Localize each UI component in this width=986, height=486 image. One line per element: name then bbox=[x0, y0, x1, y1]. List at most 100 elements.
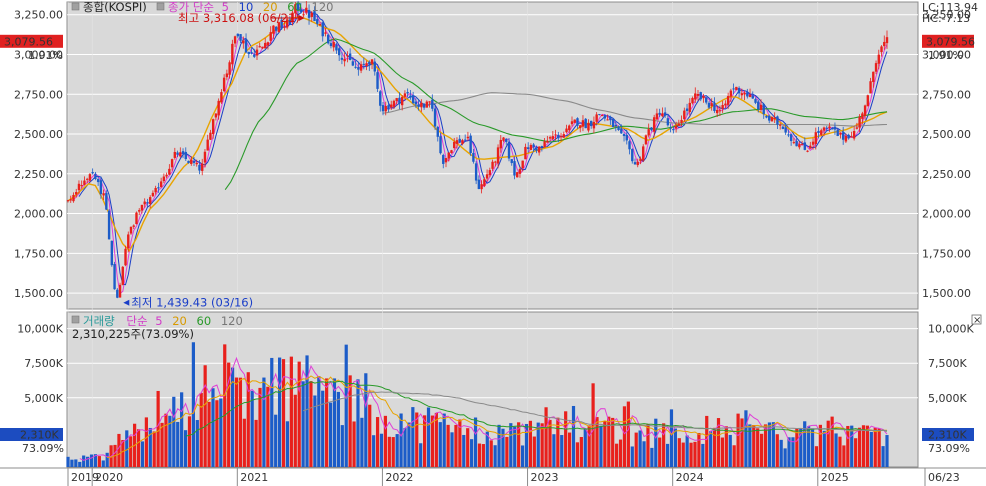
candle-body bbox=[392, 100, 396, 107]
candle-body bbox=[384, 105, 387, 112]
candle-body bbox=[718, 110, 722, 112]
volume-bar bbox=[195, 420, 199, 467]
candle-body bbox=[554, 134, 557, 136]
volume-bar bbox=[705, 415, 709, 467]
candle-body bbox=[546, 140, 549, 143]
candle-body bbox=[466, 136, 470, 139]
candle-body bbox=[190, 159, 193, 164]
candle-body bbox=[310, 12, 313, 17]
candle-body bbox=[828, 126, 831, 129]
volume-bar bbox=[266, 386, 270, 467]
volume-ma-lines bbox=[79, 356, 888, 461]
candle-body bbox=[609, 117, 612, 121]
candle-body bbox=[283, 26, 286, 28]
volume-bar bbox=[854, 438, 858, 467]
candle-body bbox=[606, 119, 609, 121]
volume-bar bbox=[791, 437, 795, 467]
volume-bar bbox=[654, 418, 658, 467]
volume-bar bbox=[728, 434, 732, 467]
volume-bar bbox=[301, 381, 305, 467]
volume-legend-group[interactable]: 거래량 단순 5 20 60 120 bbox=[83, 314, 243, 328]
volume-bar bbox=[830, 416, 834, 467]
legend-square-icon[interactable] bbox=[71, 2, 80, 11]
price-y-tick-right: 2,750.00 bbox=[922, 88, 971, 101]
volume-bar bbox=[630, 446, 634, 467]
candle-body bbox=[576, 118, 579, 126]
volume-bar bbox=[191, 342, 195, 467]
candle-body bbox=[409, 95, 412, 98]
volume-bar bbox=[387, 436, 391, 467]
candles bbox=[66, 0, 889, 299]
candle-body bbox=[403, 93, 407, 97]
volume-bar bbox=[665, 443, 670, 467]
candle-body bbox=[442, 155, 445, 164]
candle-body bbox=[543, 141, 546, 148]
volume-bar bbox=[156, 390, 160, 467]
volume-bar bbox=[183, 430, 188, 467]
candle-body bbox=[688, 102, 691, 112]
candle-body bbox=[652, 117, 656, 132]
volume-bar bbox=[795, 428, 799, 467]
candle-body bbox=[874, 63, 878, 72]
legend-square-icon[interactable] bbox=[71, 315, 80, 324]
candle-body bbox=[285, 19, 289, 28]
candle-body bbox=[162, 176, 166, 182]
candle-body bbox=[642, 146, 645, 161]
volume-bar bbox=[254, 419, 258, 467]
volume-bar bbox=[803, 421, 807, 467]
close-icon[interactable]: × bbox=[973, 315, 981, 326]
price-y-tick-right: 2,250.00 bbox=[922, 168, 971, 181]
volume-bar bbox=[587, 425, 591, 467]
candle-body bbox=[280, 19, 283, 29]
candle-body bbox=[400, 97, 404, 106]
candle-body bbox=[625, 134, 628, 141]
volume-bar bbox=[160, 422, 164, 467]
candle-body bbox=[209, 132, 212, 140]
volume-bar bbox=[524, 423, 529, 467]
candle-body bbox=[696, 94, 700, 96]
volume-bar bbox=[615, 443, 619, 467]
price-y-tick-left: 3,250.00 bbox=[14, 9, 63, 22]
volume-bar bbox=[297, 361, 301, 467]
volume-bar bbox=[477, 443, 482, 467]
x-tick-label: 2020 bbox=[95, 471, 123, 484]
candle-body bbox=[335, 44, 338, 51]
candle-body bbox=[502, 137, 505, 141]
legend-vol-ma5: 5 bbox=[155, 314, 162, 328]
candle-body bbox=[365, 63, 368, 66]
volume-bar bbox=[375, 417, 380, 467]
candle-body bbox=[250, 52, 253, 54]
volume-bar bbox=[446, 424, 450, 467]
x-axis-strip bbox=[0, 468, 986, 486]
volume-bar bbox=[207, 401, 211, 467]
x-tick-label: 2025 bbox=[821, 471, 849, 484]
candle-body bbox=[406, 92, 409, 94]
volume-bar bbox=[544, 407, 548, 467]
volume-bar bbox=[336, 391, 340, 467]
volume-bar bbox=[681, 442, 685, 467]
volume-bar bbox=[603, 421, 607, 467]
close-box[interactable] bbox=[971, 314, 982, 325]
volume-bar bbox=[724, 426, 728, 467]
candle-body bbox=[447, 152, 450, 159]
candle-body bbox=[274, 26, 278, 31]
candle-body bbox=[529, 144, 533, 150]
price-panel[interactable] bbox=[66, 1, 919, 310]
volume-bar bbox=[697, 432, 701, 467]
volume-bar bbox=[642, 441, 646, 467]
volume-bar bbox=[250, 390, 254, 467]
volume-bar bbox=[419, 443, 423, 467]
volume-bar bbox=[881, 446, 885, 467]
candle-body bbox=[88, 174, 92, 181]
volume-bar bbox=[246, 372, 250, 467]
volume-bar bbox=[834, 433, 838, 467]
volume-bar bbox=[583, 428, 587, 467]
legend-square-icon[interactable] bbox=[156, 2, 165, 11]
volume-bar bbox=[450, 432, 454, 467]
volume-bar bbox=[129, 436, 133, 467]
candle-body bbox=[485, 174, 489, 179]
legend-ma-group[interactable]: 종가 단순 5 10 20 60 120 bbox=[168, 0, 333, 14]
legend-vol-ma60: 60 bbox=[197, 314, 212, 328]
legend-kospi[interactable]: 종합(KOSPI) bbox=[83, 0, 147, 14]
